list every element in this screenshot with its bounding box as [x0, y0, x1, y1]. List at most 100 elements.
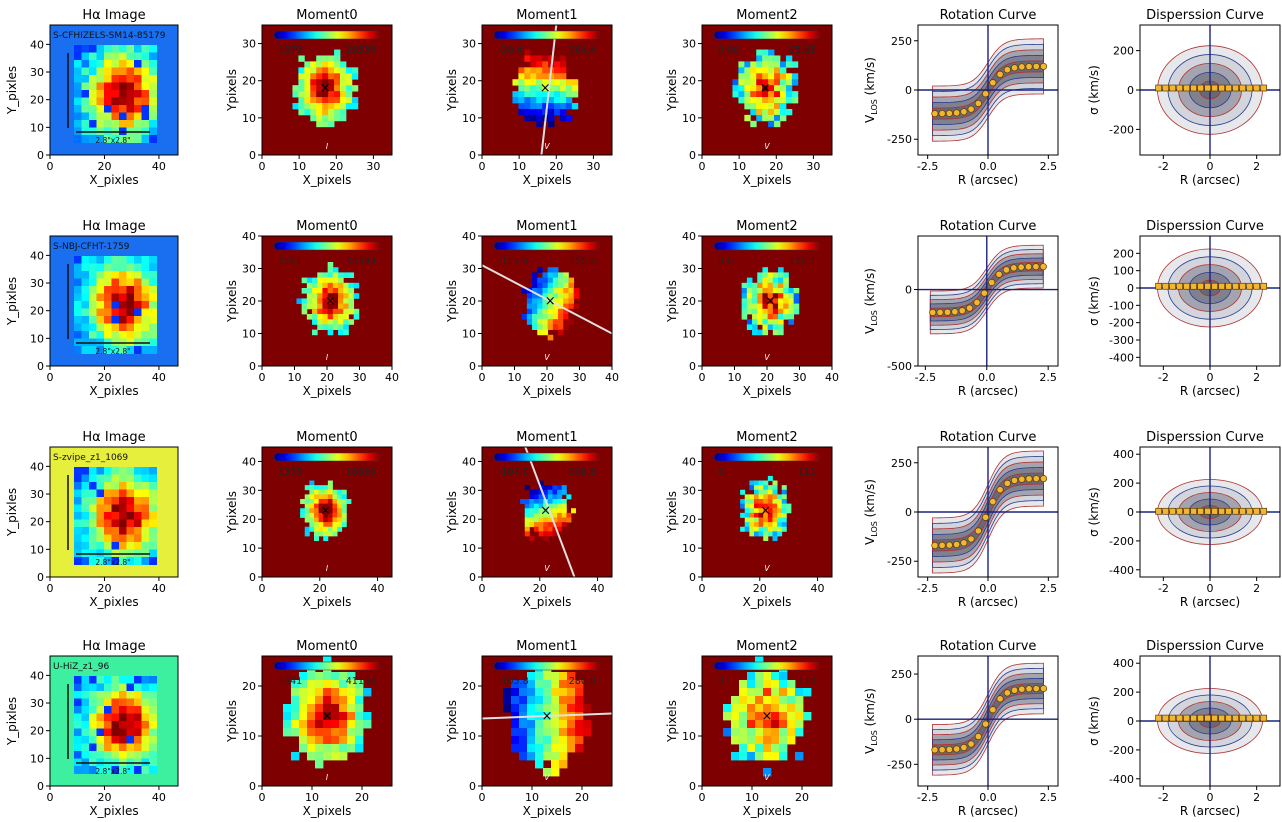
moment1-pixel	[537, 277, 543, 284]
dispersion-point	[1225, 84, 1233, 92]
moment1-pixel	[534, 499, 540, 505]
rotation-point	[953, 540, 961, 549]
moment2-pixel	[774, 97, 781, 104]
moment0-pixel	[312, 308, 318, 315]
halpha-pixel	[141, 504, 150, 513]
moment0-pixel	[291, 680, 300, 689]
halpha-pixel	[134, 542, 142, 550]
moment0-pixel	[298, 67, 305, 74]
moment2-pixel	[746, 319, 753, 325]
moment0-ytick-label: 20	[242, 295, 256, 308]
moment1-xtick-label: 20	[575, 791, 589, 804]
halpha-pixel	[96, 271, 105, 279]
moment0-pixel	[312, 293, 318, 299]
halpha-pixel	[74, 278, 82, 287]
halpha-pixel	[134, 293, 142, 302]
moment1-pixel	[519, 752, 528, 761]
moment0-pixel	[304, 526, 310, 532]
halpha-pixel	[134, 676, 142, 684]
moment0-pixel	[317, 288, 323, 294]
moment2-pixel	[793, 298, 800, 304]
moment2-pixel	[780, 114, 787, 122]
moment2-pixel	[772, 499, 778, 505]
moment1-pixel	[560, 73, 567, 80]
moment0-pixel	[337, 494, 343, 500]
moment1-pixel	[547, 334, 554, 341]
moment2-pixel	[774, 55, 781, 62]
moment1-pixel	[561, 485, 567, 491]
moment0-ytick-label: 0	[249, 571, 256, 584]
moment0-xlabel: X_pixels	[303, 384, 352, 398]
halpha-xtick-label: 0	[47, 160, 54, 173]
halpha-pixel	[119, 293, 127, 302]
moment1-pixel	[537, 303, 543, 310]
halpha-pixel	[126, 45, 135, 53]
moment0-pixel	[327, 485, 333, 491]
moment0-pixel	[309, 508, 315, 514]
halpha-pixel	[119, 316, 127, 324]
moment0-pixel	[323, 688, 332, 697]
moment2-center-marker: ×	[760, 504, 771, 519]
rotation-point	[1032, 263, 1040, 271]
moment2-pixel	[762, 61, 769, 68]
moment1-pixel	[532, 293, 538, 299]
rotation-ytick-label: 0	[905, 506, 912, 519]
moment1-ylabel: Ypixels	[445, 280, 459, 323]
moment1-pixel	[518, 91, 525, 98]
halpha-pixel	[74, 286, 82, 294]
moment1-pixel	[575, 696, 584, 705]
halpha-pixel	[104, 97, 112, 106]
dispersion-xtick-label: -2	[1158, 160, 1169, 173]
moment0-pixel	[318, 503, 324, 509]
halpha-pixel	[89, 721, 97, 729]
moment2-pixel	[767, 282, 774, 289]
moment2-pixel	[787, 688, 796, 697]
dispersion-xlabel: R (arcsec)	[1180, 595, 1240, 609]
moment1-pixel	[554, 103, 561, 110]
halpha-pixel	[104, 766, 112, 774]
moment1-pixel	[543, 696, 552, 705]
moment2-pixel	[778, 267, 784, 273]
halpha-pixel	[74, 263, 82, 272]
moment0-pixel	[317, 303, 323, 310]
moment0-pixel	[343, 329, 349, 336]
halpha-pixel	[149, 120, 157, 128]
moment1-pixel	[543, 720, 552, 729]
moment1-pixel	[542, 103, 549, 110]
moment1-pixel	[542, 97, 549, 104]
moment1-pixel	[503, 696, 512, 705]
moment1-frame	[481, 24, 613, 156]
halpha-pixel	[141, 728, 150, 737]
halpha-pixel	[134, 45, 142, 53]
moment2-pixel	[750, 97, 757, 104]
moment1-pixel	[552, 277, 559, 284]
moment0-pixel	[310, 61, 317, 68]
moment0-pixel	[307, 696, 316, 705]
moment1-pixel	[524, 85, 531, 92]
rotation-point	[1003, 66, 1011, 74]
moment0-pixel	[299, 736, 308, 745]
halpha-pixel	[111, 323, 120, 332]
moment1-pixel	[552, 535, 558, 541]
dispersion-xlabel: R (arcsec)	[1180, 804, 1240, 818]
moment1-pixel	[524, 55, 531, 62]
moment1-pixel	[568, 282, 575, 289]
rotation-point	[1024, 263, 1033, 271]
moment1-pixel	[535, 704, 544, 713]
moment2-pixel	[771, 680, 780, 689]
dispersion-point	[1225, 507, 1233, 515]
moment2-pixel	[785, 73, 793, 80]
moment0-pixel	[338, 314, 344, 320]
halpha-xtick-label: 20	[97, 160, 111, 173]
halpha-pixel	[126, 278, 135, 287]
moment1-pixel	[560, 114, 567, 122]
moment2-pixel	[754, 499, 760, 505]
halpha-pixel	[104, 519, 112, 528]
halpha-pixel	[119, 519, 127, 528]
dispersion-point	[1232, 714, 1240, 722]
moment0-pixel	[327, 303, 334, 310]
moment2-pixel	[750, 79, 757, 86]
moment1-pixel	[543, 672, 552, 681]
moment0-pixel	[338, 298, 344, 304]
